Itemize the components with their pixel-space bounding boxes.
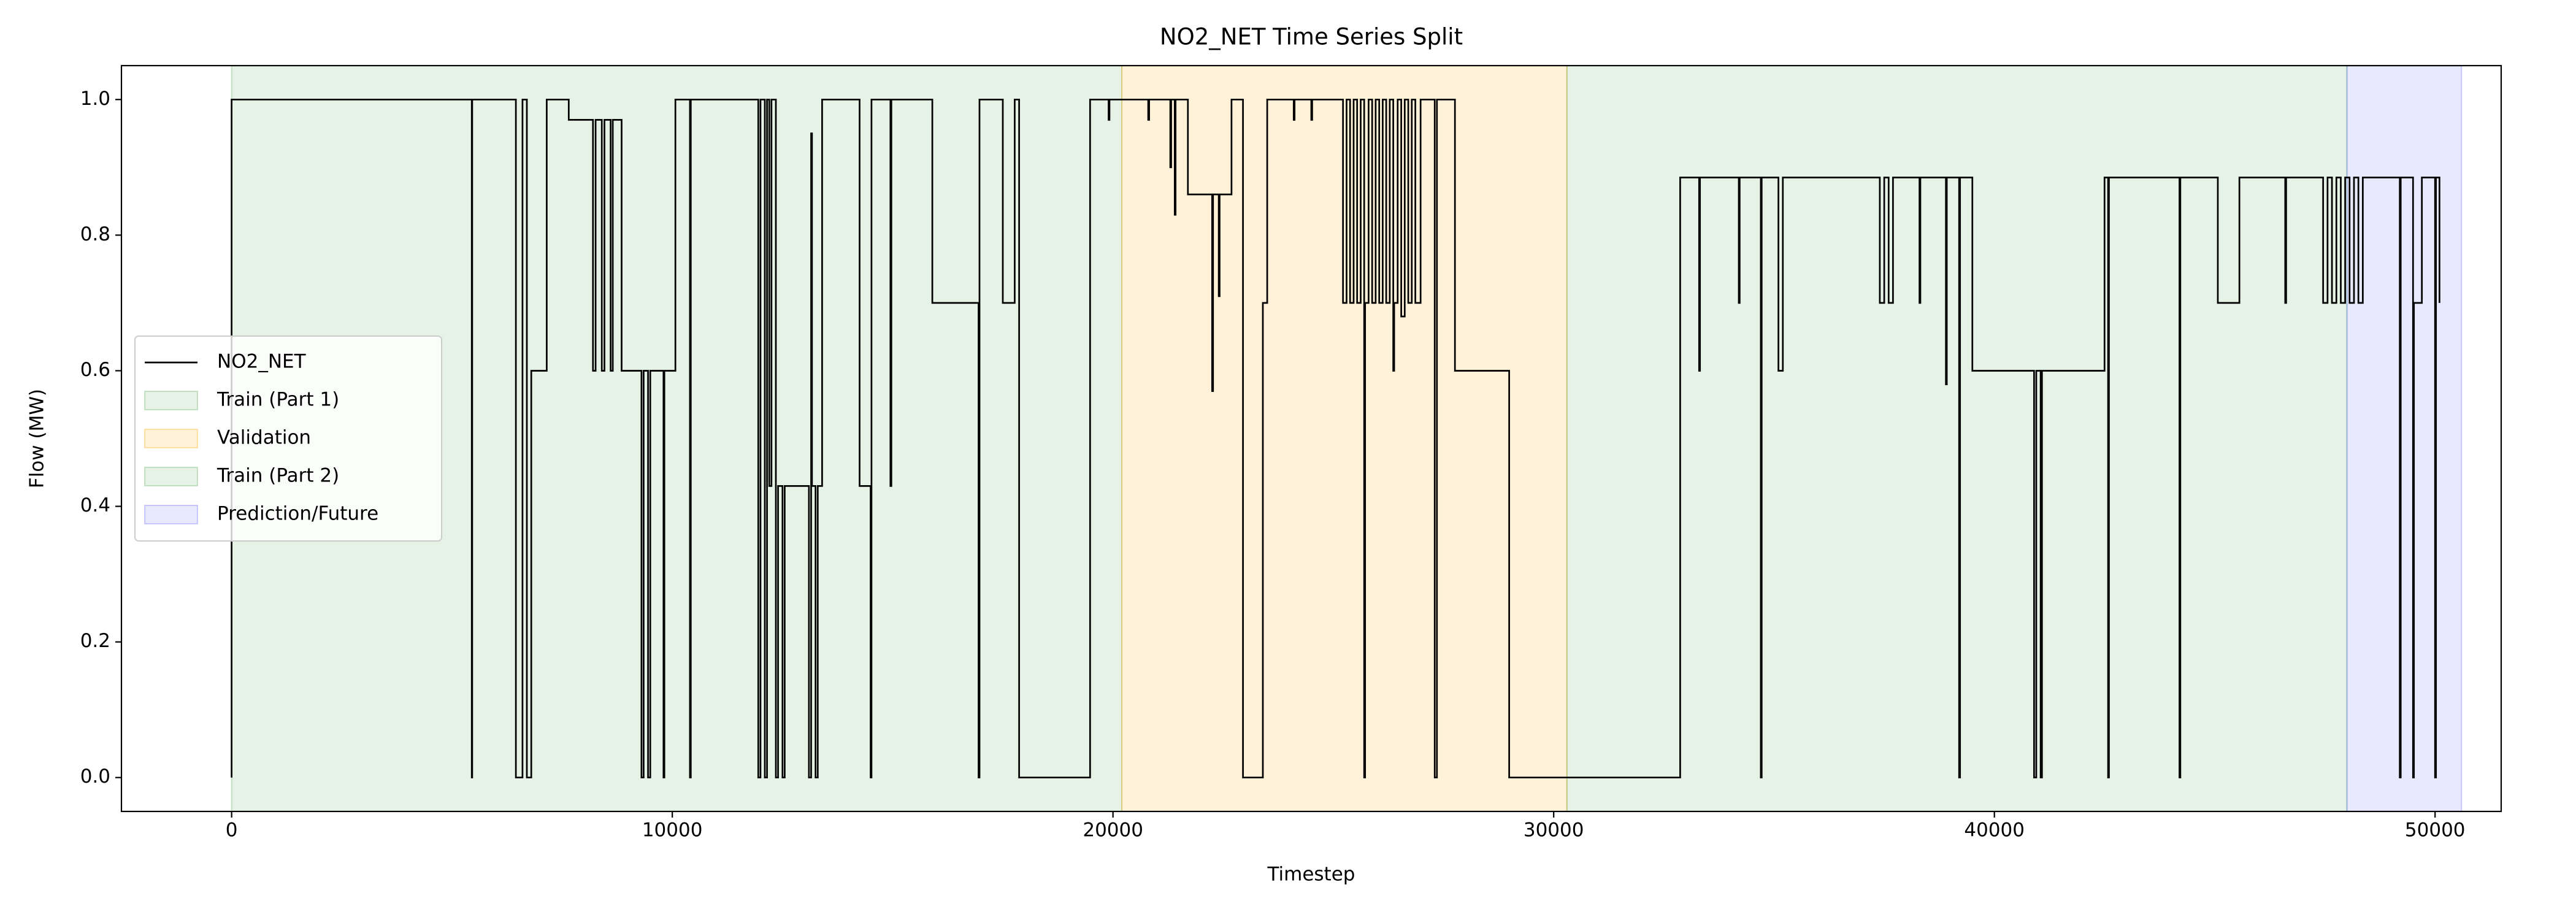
y-tick-label: 0.6: [80, 359, 110, 381]
data-line: [231, 98, 2440, 779]
y-tick-label: 0.8: [80, 223, 110, 245]
legend-patch: [144, 429, 198, 448]
chart-title: NO2_NET Time Series Split: [1160, 24, 1463, 50]
x-tick-label: 20000: [1083, 819, 1143, 841]
x-tick-label: 50000: [2405, 819, 2466, 841]
legend-label: Train (Part 2): [217, 465, 339, 487]
plot-frame: [120, 64, 2502, 813]
legend-label: NO2_NET: [217, 351, 307, 373]
y-tick-label: 0.0: [80, 765, 110, 788]
span: [2346, 65, 2463, 812]
legend-label: Prediction/Future: [217, 503, 378, 525]
legend-patch: [144, 391, 198, 410]
y-tick-label: 0.4: [80, 494, 110, 516]
y-axis-label: Flow (MW): [26, 389, 48, 488]
legend-box: [134, 335, 442, 542]
x-axis-label: Timestep: [1267, 864, 1355, 886]
x-tick-label: 30000: [1524, 819, 1584, 841]
legend: NO2_NET Train (Part 1) Validation Train (Pa…: [134, 335, 442, 542]
x-tick-label: 0: [226, 819, 238, 841]
x-tick-label: 10000: [642, 819, 703, 841]
legend-patch: [144, 467, 198, 486]
span: [1121, 65, 1568, 812]
legend-label: Train (Part 1): [217, 389, 339, 411]
legend-patch: [144, 505, 198, 524]
x-tick-label: 40000: [1964, 819, 2025, 841]
legend-label: Validation: [217, 427, 311, 449]
y-tick-label: 0.2: [80, 630, 110, 652]
y-tick-label: 1.0: [80, 88, 110, 110]
